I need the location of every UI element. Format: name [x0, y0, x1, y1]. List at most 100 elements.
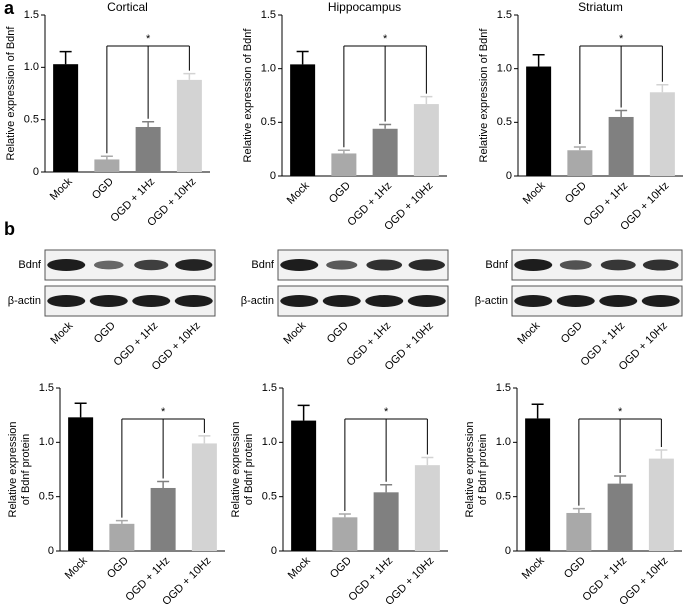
- y-tick-label: 1.5: [24, 9, 39, 21]
- y-tick-label: 1.0: [497, 63, 512, 75]
- blot-row-label: β-actin: [475, 295, 508, 307]
- error-bar: [573, 146, 586, 151]
- error-bar: [59, 50, 72, 65]
- significance-bracket: [578, 418, 662, 506]
- bar: [608, 116, 634, 176]
- significance-bracket: [121, 418, 205, 518]
- y-tick-label: 1.0: [39, 436, 54, 448]
- bar: [290, 64, 316, 176]
- y-axis-label: Relative expression of Bdnf: [5, 26, 17, 161]
- error-bar: [614, 475, 627, 484]
- y-tick-label: 1.0: [261, 63, 276, 75]
- error-bar: [656, 84, 669, 93]
- x-tick-label: Mock: [520, 554, 547, 581]
- error-bar: [572, 507, 585, 513]
- y-axis-label: Relative expression: [230, 422, 242, 518]
- blot-band: [132, 295, 171, 307]
- blot-band: [556, 295, 595, 307]
- error-bar: [337, 149, 350, 154]
- y-axis-label: of Bdnf protein: [20, 434, 32, 506]
- error-bar: [380, 483, 393, 493]
- blot-band: [174, 295, 213, 307]
- blot-band: [366, 259, 403, 271]
- y-tick-label: 0: [270, 170, 276, 182]
- bar: [191, 443, 217, 551]
- y-axis-label: of Bdnf protein: [243, 434, 255, 506]
- x-tick-label: OGD: [105, 555, 131, 581]
- error-bar: [115, 519, 128, 524]
- y-tick-label: 1.5: [261, 9, 276, 21]
- blot-band: [93, 260, 124, 270]
- bar: [331, 153, 357, 176]
- y-tick-label: 1.5: [496, 382, 511, 394]
- blot-band: [280, 259, 319, 271]
- bar: [176, 79, 202, 172]
- error-bar: [198, 435, 211, 444]
- blot-band: [514, 259, 553, 271]
- error-bar: [157, 480, 170, 488]
- y-tick-label: 0.5: [39, 491, 54, 503]
- bar: [332, 517, 358, 551]
- blot-band: [326, 260, 358, 270]
- blot-band: [134, 259, 169, 271]
- significance-bracket: [579, 45, 663, 145]
- bar: [607, 483, 633, 551]
- y-tick-label: 0.5: [497, 116, 512, 128]
- bar: [649, 92, 675, 176]
- bar: [414, 465, 440, 551]
- error-bar: [183, 72, 196, 80]
- bar: [567, 150, 593, 176]
- significance-mark: *: [619, 33, 624, 45]
- error-bar: [100, 155, 113, 160]
- blot-lane-label: Mock: [48, 319, 75, 346]
- x-tick-label: Mock: [48, 175, 75, 202]
- blot-band: [89, 295, 128, 307]
- blot-lane-label: Mock: [515, 319, 542, 346]
- y-tick-label: 1.0: [24, 61, 39, 73]
- y-axis-label: Relative expression of Bdnf: [242, 28, 254, 163]
- y-tick-label: 1.5: [39, 382, 54, 394]
- bar: [525, 418, 551, 551]
- significance-bracket: [344, 418, 428, 512]
- significance-mark: *: [383, 33, 388, 45]
- error-bar: [142, 121, 155, 127]
- bar: [291, 420, 317, 551]
- bar: [372, 128, 398, 176]
- error-bar: [531, 403, 544, 419]
- error-bar: [420, 95, 433, 105]
- blot-row-label: Bdnf: [251, 259, 275, 271]
- y-tick-label: 0.5: [261, 116, 276, 128]
- bar: [94, 159, 120, 172]
- significance-bracket: [343, 45, 427, 148]
- x-tick-label: Mock: [63, 554, 90, 581]
- y-tick-label: 0: [48, 545, 54, 557]
- bar: [150, 487, 176, 551]
- error-bar: [338, 513, 351, 518]
- x-tick-label: OGD: [327, 180, 353, 206]
- chart-title: Hippocampus: [328, 0, 401, 14]
- bar: [109, 523, 135, 551]
- y-tick-label: 0: [33, 166, 39, 178]
- error-bar: [421, 456, 434, 466]
- blot-row-label: β-actin: [241, 295, 274, 307]
- bar: [526, 66, 552, 176]
- blot-band: [642, 259, 679, 271]
- blot-lane-label: OGD: [325, 320, 351, 346]
- error-bar: [379, 123, 392, 129]
- x-tick-label: Mock: [286, 554, 313, 581]
- bar: [135, 126, 161, 172]
- y-tick-label: 1.0: [496, 436, 511, 448]
- blot-band: [47, 259, 86, 271]
- y-tick-label: 0.5: [496, 491, 511, 503]
- y-tick-label: 0: [271, 545, 277, 557]
- chart-title: Striatum: [578, 0, 623, 14]
- y-tick-label: 0: [506, 170, 512, 182]
- blot-band: [47, 295, 86, 307]
- y-tick-label: 1.5: [262, 382, 277, 394]
- blot-band: [407, 295, 446, 307]
- bar: [566, 512, 592, 551]
- y-tick-label: 0.5: [24, 114, 39, 126]
- error-bar: [297, 404, 310, 421]
- significance-mark: *: [146, 33, 151, 45]
